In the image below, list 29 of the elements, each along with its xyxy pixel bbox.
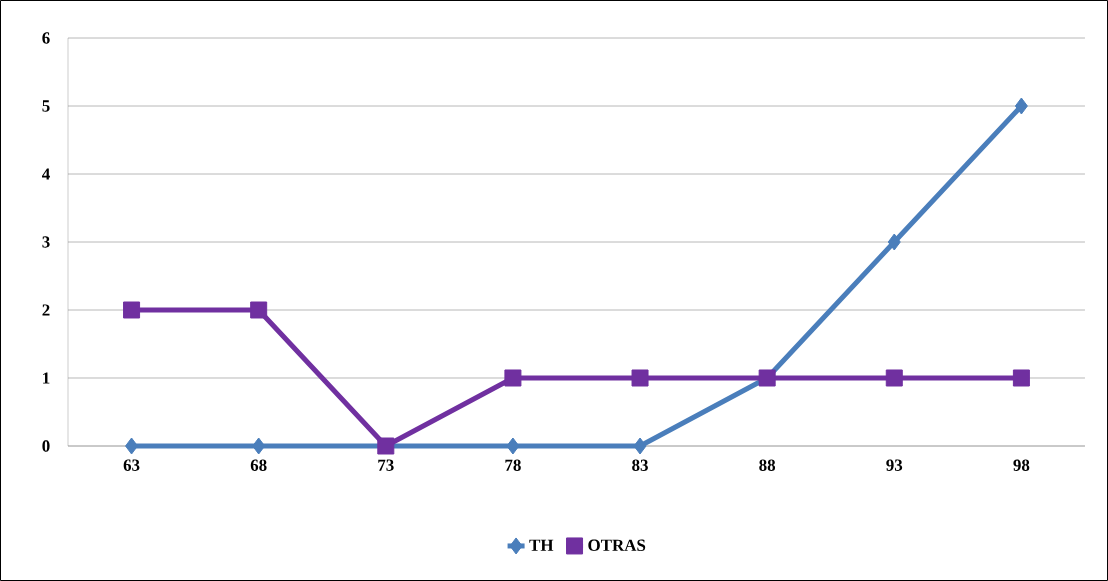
point <box>504 369 522 387</box>
y-tick-label: 1 <box>43 372 50 384</box>
point <box>123 301 141 319</box>
legend-label: TH <box>529 539 554 551</box>
x-tick-label: 98 <box>1013 459 1030 471</box>
point <box>252 437 266 455</box>
point <box>1014 97 1028 115</box>
x-tick-label: 83 <box>632 459 648 471</box>
point <box>631 369 649 387</box>
x-tick-label: 93 <box>886 459 903 471</box>
x-tick-label: 68 <box>250 459 267 471</box>
legend-label: OTRAS <box>588 539 646 551</box>
x-tick-label: 88 <box>759 459 776 471</box>
point <box>633 437 647 455</box>
x-tick-label: 73 <box>378 459 394 471</box>
point <box>887 233 901 251</box>
point <box>250 301 268 319</box>
y-tick-label: 6 <box>42 32 50 44</box>
y-tick-label: 2 <box>42 304 50 316</box>
point <box>125 437 139 455</box>
y-tick-label: 4 <box>42 168 50 180</box>
y-tick-label: 0 <box>42 440 50 452</box>
point <box>1012 369 1030 387</box>
x-tick-label: 63 <box>123 459 140 471</box>
y-tick-label: 5 <box>42 100 50 112</box>
x-tick-label: 78 <box>505 459 521 471</box>
y-tick-label: 3 <box>42 236 50 248</box>
point <box>885 369 903 387</box>
point <box>506 437 520 455</box>
